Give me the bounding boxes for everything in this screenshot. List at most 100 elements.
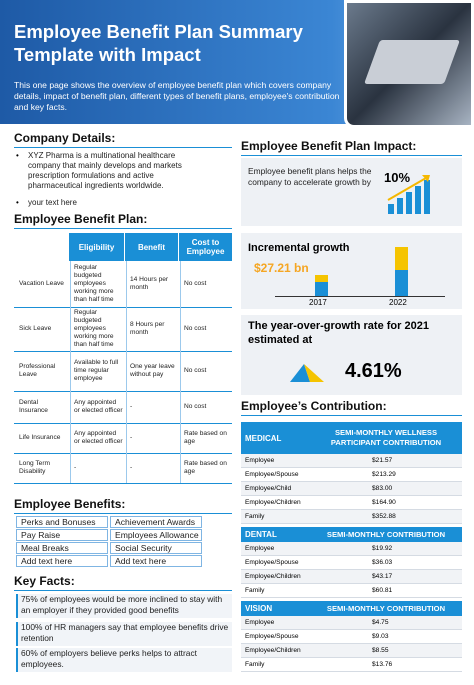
contribution-row <box>241 468 462 482</box>
yoy-text: The year-over-growth rate for 2021 estim… <box>248 320 429 346</box>
bar-blue <box>315 282 328 296</box>
contribution-row <box>241 616 462 630</box>
row-value: $19.92 <box>372 545 393 552</box>
benefit-item: Pay Raise <box>16 529 108 541</box>
bullet-dot: • <box>16 198 19 207</box>
row-label: Family <box>245 661 265 668</box>
row-value: $13.76 <box>372 661 393 668</box>
plan-column: SEMI-MONTHLY CONTRIBUTION <box>326 603 446 613</box>
contribution-row <box>241 584 462 598</box>
table-cell: Life Insurance <box>19 434 61 441</box>
table-cell: - <box>70 453 123 483</box>
plan-column: SEMI-MONTHLY WELLNESS PARTICIPANT CONTRI… <box>330 428 442 447</box>
column-header: Cost to Employee <box>178 233 232 261</box>
benefit-item: Achievement Awards <box>110 516 202 528</box>
table-cell: One year leave without pay <box>126 351 177 391</box>
contribution-row <box>241 496 462 510</box>
column-header: Benefit <box>124 233 178 261</box>
description: This one page shows the overview of empl… <box>14 80 340 112</box>
growth-icon <box>386 170 436 220</box>
bullet-dot: • <box>16 151 19 160</box>
contribution-row <box>241 630 462 644</box>
benefit-item: Perks and Bonuses <box>16 516 108 528</box>
bar-blue <box>395 270 408 296</box>
row-label: Family <box>245 513 265 520</box>
table-cell: No cost <box>180 351 231 391</box>
contribution-row <box>241 644 462 658</box>
row-value: $9.03 <box>372 633 389 640</box>
bullet-text: XYZ Pharma is a multinational healthcare… <box>28 151 182 190</box>
row-label: Employee <box>245 457 275 464</box>
row-label: Employee/Children <box>245 499 301 506</box>
growth-icon-svg <box>387 175 430 214</box>
year-label: 2017 <box>309 298 327 307</box>
bar-yellow <box>315 275 328 282</box>
table-cell: Vacation Leave <box>19 280 64 287</box>
table-cell: - <box>126 391 177 423</box>
row-value: $164.90 <box>372 499 396 506</box>
table-cell: Long Term Disability <box>19 460 51 475</box>
row-label: Family <box>245 587 265 594</box>
table-cell: No cost <box>180 261 231 307</box>
heading-rule <box>14 228 232 229</box>
row-label: Employee/Child <box>245 485 292 492</box>
benefit-item: Add text here <box>110 555 202 567</box>
contribution-row <box>241 658 462 672</box>
benefit-item: Social Security <box>110 542 202 554</box>
row-label: Employee <box>245 619 275 626</box>
table-cell: Dental Insurance <box>19 399 48 414</box>
table-cell: 14 Hours per month <box>126 261 177 307</box>
contribution-row <box>241 482 462 496</box>
impact-stat: 10% <box>384 170 411 185</box>
bullet-text: your text here <box>28 198 77 207</box>
impact-text: Employee benefit plans helps the company… <box>248 166 372 187</box>
heading-rule <box>241 155 462 156</box>
contribution-row <box>241 570 462 584</box>
yoy-icon <box>288 360 328 384</box>
contribution-row <box>241 454 462 468</box>
table-cell: Regular budgeted employees working more … <box>70 307 123 351</box>
table-cell: No cost <box>180 307 231 351</box>
row-value: $43.17 <box>372 573 393 580</box>
heading: Employee Benefits: <box>14 497 126 511</box>
row-value: $36.03 <box>372 559 393 566</box>
yoy-value: 4.61% <box>345 360 402 382</box>
fact-item: 60% of employers believe perks helps to … <box>16 648 232 672</box>
table-cell: Professional Leave <box>19 363 56 378</box>
heading: Company Details: <box>14 131 116 145</box>
row-value: $352.88 <box>372 513 396 520</box>
table-cell: Available to full time regular employee <box>70 351 123 391</box>
plan-header <box>241 527 462 542</box>
table-cell: No cost <box>180 391 231 423</box>
row-rule <box>14 453 232 454</box>
benefit-item: Meal Breaks <box>16 542 108 554</box>
year-label: 2022 <box>389 298 407 307</box>
heading-rule <box>14 147 232 148</box>
row-label: Employee/Spouse <box>245 471 299 478</box>
growth-title: Incremental growth <box>248 242 350 254</box>
heading-rule <box>14 590 232 591</box>
row-value: $4.75 <box>372 619 389 626</box>
heading: Key Facts: <box>14 574 75 588</box>
table-cell: Rate based on age <box>180 453 231 483</box>
row-value: $21.57 <box>372 457 393 464</box>
plan-name: MEDICAL <box>245 433 282 443</box>
row-rule <box>14 307 232 308</box>
table-cell: - <box>126 453 177 483</box>
growth-value: $27.21 bn <box>254 261 309 275</box>
laptop <box>363 40 461 84</box>
table-cell: Any appointed or elected officer <box>70 391 123 423</box>
heading: Employee Benefit Plan: <box>14 212 148 226</box>
heading-rule <box>14 513 232 514</box>
row-value: $60.81 <box>372 587 393 594</box>
row-rule <box>14 391 232 392</box>
fact-item: 75% of employees would be more inclined … <box>16 594 232 618</box>
row-rule <box>14 423 232 424</box>
plan-column: SEMI-MONTHLY CONTRIBUTION <box>326 529 446 539</box>
fact-item: 100% of HR managers say that employee be… <box>16 622 232 646</box>
row-label: Employee/Spouse <box>245 559 299 566</box>
row-label: Employee/Children <box>245 573 301 580</box>
heading: Employee Benefit Plan Impact: <box>241 139 417 153</box>
row-value: $83.00 <box>372 485 393 492</box>
